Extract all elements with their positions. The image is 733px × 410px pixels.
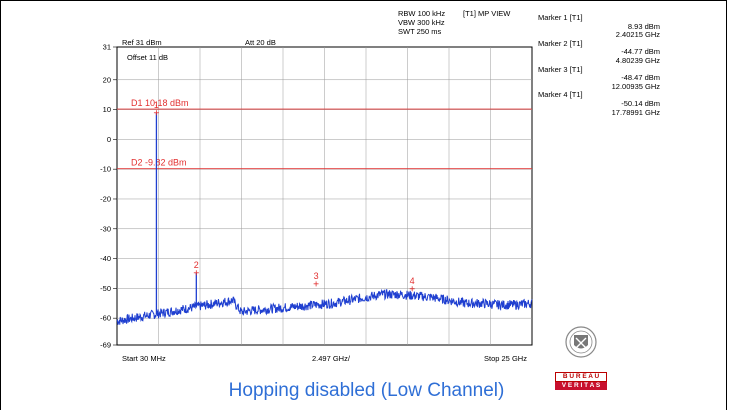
marker-entry: Marker 3 [T1] -48.47 dBm 12.00935 GHz xyxy=(538,64,660,92)
start-frequency-label: Start 30 MHz xyxy=(122,354,166,363)
y-tick-label: -10 xyxy=(100,165,111,174)
vbw-label: VBW 300 kHz xyxy=(398,18,445,27)
y-tick-label: -30 xyxy=(100,224,111,233)
limit-line-label: D1 10.18 dBm xyxy=(131,98,189,108)
marker-level: -48.47 dBm xyxy=(621,73,660,83)
limit-line-label: D2 -9.82 dBm xyxy=(131,158,187,168)
figure-caption: Hopping disabled (Low Channel) xyxy=(228,380,505,401)
marker-label: 3 xyxy=(314,271,319,281)
marker-label: 4 xyxy=(410,276,415,286)
y-tick-label: 0 xyxy=(107,135,111,144)
marker-table: Marker 1 [T1] 8.93 dBm 2.40215 GHz Marke… xyxy=(538,13,660,117)
y-tick-label: 20 xyxy=(103,75,111,84)
logo-word-bottom: V E R I T A S xyxy=(555,382,607,390)
frame-left xyxy=(0,0,1,410)
marker-frequency: 17.78991 GHz xyxy=(611,107,660,117)
frame-top xyxy=(0,0,727,1)
y-tick-labels: 31 20 10 0 -10 -20 -30 -40 -50 -60 -69 xyxy=(100,43,117,350)
ref-level-label: Ref 31 dBm xyxy=(122,38,162,47)
marker-level: -50.14 dBm xyxy=(621,98,660,108)
rbw-label: RBW 100 kHz xyxy=(398,9,446,18)
marker-entry: Marker 4 [T1] -50.14 dBm 17.78991 GHz xyxy=(538,91,660,117)
marker-entry: Marker 1 [T1] 8.93 dBm 2.40215 GHz xyxy=(538,13,660,40)
spectrum-trace-group xyxy=(116,112,533,325)
y-tick-label: 31 xyxy=(103,43,111,52)
markers-group: 1 2 3 4 xyxy=(154,100,415,292)
marker-frequency: 12.00935 GHz xyxy=(611,81,660,91)
y-tick-label: -20 xyxy=(100,194,111,203)
marker-label: 1 xyxy=(154,100,159,110)
spectrum-trace xyxy=(116,288,533,325)
marker-frequency: 4.80239 GHz xyxy=(615,55,660,65)
frequency-per-division-label: 2.497 GHz/ xyxy=(312,354,351,363)
view-mode-label: [T1] MP VIEW xyxy=(463,9,511,18)
y-tick-label: -69 xyxy=(100,341,111,350)
marker-title: Marker 1 [T1] xyxy=(538,13,583,22)
frame-right xyxy=(726,0,727,410)
swt-label: SWT 250 ms xyxy=(398,27,442,36)
marker-frequency: 2.40215 GHz xyxy=(615,30,660,40)
attenuation-label: Att 20 dB xyxy=(245,38,276,47)
marker-label: 2 xyxy=(194,260,199,270)
bureau-veritas-logo: B U R E A U V E R I T A S xyxy=(555,325,607,390)
y-tick-label: 10 xyxy=(103,105,111,114)
y-tick-label: -60 xyxy=(100,314,111,323)
limit-lines: D1 10.18 dBm D2 -9.82 dBm xyxy=(117,98,532,170)
marker-level: -44.77 dBm xyxy=(621,47,660,57)
marker-title: Marker 3 [T1] xyxy=(538,64,583,74)
marker-level: 8.93 dBm xyxy=(627,21,660,31)
logo-word-top: B U R E A U xyxy=(555,372,607,382)
stop-frequency-label: Stop 25 GHz xyxy=(484,354,527,363)
y-tick-label: -50 xyxy=(100,284,111,293)
offset-label: Offset 11 dB xyxy=(127,53,168,62)
y-tick-label: -40 xyxy=(100,254,111,263)
marker-title: Marker 2 [T1] xyxy=(538,38,583,48)
logo-seal xyxy=(565,326,597,358)
marker-entry: Marker 2 [T1] -44.77 dBm 4.80239 GHz xyxy=(538,38,660,66)
marker-title: Marker 4 [T1] xyxy=(538,90,583,100)
